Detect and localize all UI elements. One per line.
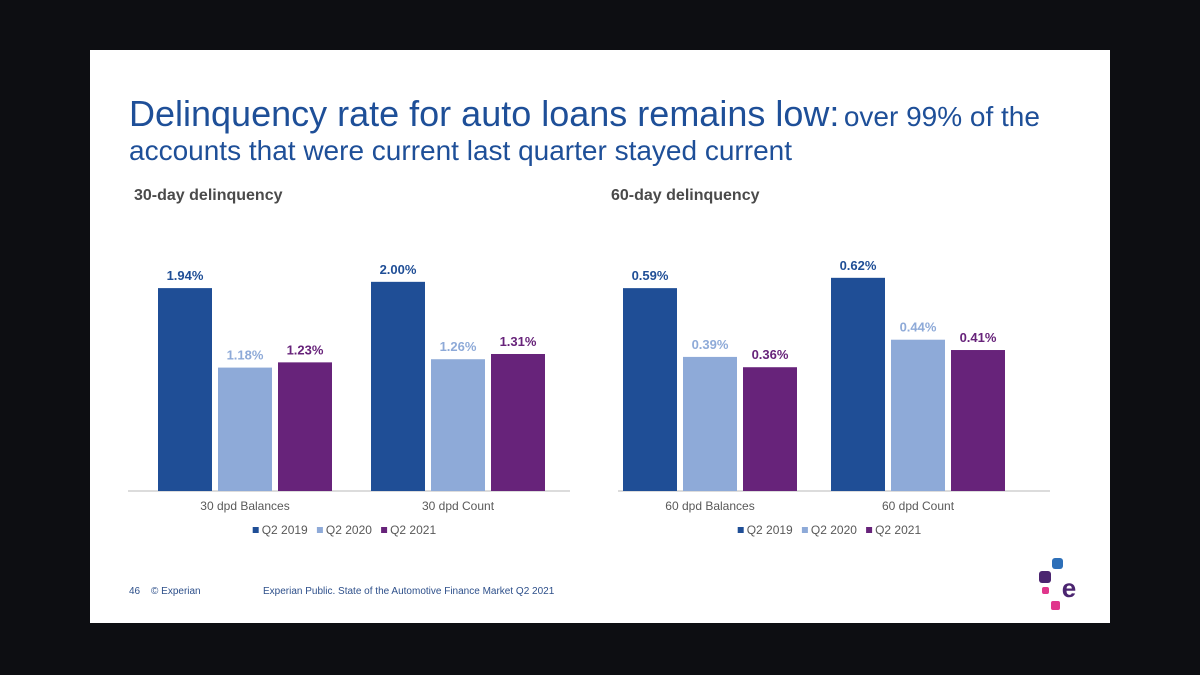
- data-label: 0.36%: [752, 347, 789, 362]
- data-label: 1.23%: [287, 342, 324, 357]
- category-label: 30 dpd Count: [422, 499, 495, 513]
- chart-title-30-day: 30-day delinquency: [134, 187, 283, 204]
- data-label: 1.31%: [500, 334, 537, 349]
- legend-label: Q2 2020: [326, 523, 372, 537]
- bar: [743, 367, 797, 491]
- data-label: 0.39%: [692, 337, 729, 352]
- bar: [218, 367, 272, 491]
- bar: [491, 353, 545, 491]
- footer-page-number: 46: [129, 586, 141, 597]
- legend-label: Q2 2019: [747, 523, 793, 537]
- legend-swatch: [801, 527, 808, 533]
- legend-swatch: [737, 527, 744, 533]
- legend-swatch: [866, 527, 873, 533]
- bar: [431, 359, 485, 491]
- title-sub-part1: over 99% of the: [843, 101, 1040, 132]
- legend-label: Q2 2019: [262, 523, 308, 537]
- logo-square-purple: [1039, 571, 1051, 583]
- bar: [683, 356, 737, 491]
- bar: [831, 277, 885, 491]
- data-label: 1.94%: [167, 268, 204, 283]
- category-label: 60 dpd Balances: [665, 499, 754, 513]
- category-label: 60 dpd Count: [882, 499, 955, 513]
- title-main: Delinquency rate for auto loans remains …: [129, 93, 840, 134]
- data-label: 0.44%: [900, 320, 937, 335]
- charts-canvas: 1.94% 1.18% 1.23% 30 dpd Balances 2.00% 1.26%…: [128, 258, 1050, 537]
- chart-title-60-day: 60-day delinquency: [611, 187, 760, 204]
- logo-square-pink: [1042, 587, 1049, 594]
- legend-swatch: [316, 527, 323, 533]
- legend-swatch: [252, 527, 259, 533]
- logo-square-pink-small: [1051, 601, 1060, 610]
- category-label: 30 dpd Balances: [200, 499, 289, 513]
- experian-logo: e: [1039, 558, 1076, 610]
- data-label: 0.41%: [960, 330, 997, 345]
- slide-title: Delinquency rate for auto loans remains …: [129, 94, 1089, 166]
- slide: Delinquency rate for auto loans remains …: [90, 50, 1110, 623]
- legend-label: Q2 2020: [811, 523, 857, 537]
- data-label: 1.18%: [227, 348, 264, 363]
- logo-e-glyph: e: [1062, 573, 1076, 603]
- bar: [623, 288, 677, 491]
- bar: [371, 281, 425, 491]
- footer-note: Experian Public. State of the Automotive…: [263, 586, 555, 597]
- bar: [158, 288, 212, 491]
- footer-copyright: © Experian: [151, 586, 201, 597]
- bar: [951, 350, 1005, 491]
- bar: [891, 339, 945, 491]
- data-label: 2.00%: [380, 262, 417, 277]
- data-label: 0.59%: [632, 268, 669, 283]
- legend-swatch: [381, 527, 388, 533]
- legend-label: Q2 2021: [390, 523, 436, 537]
- title-sub-part2: accounts that were current last quarter …: [129, 134, 792, 166]
- data-label: 1.26%: [440, 339, 477, 354]
- bar: [278, 362, 332, 491]
- legend-label: Q2 2021: [875, 523, 921, 537]
- data-label: 0.62%: [840, 258, 877, 273]
- logo-square-blue: [1052, 558, 1063, 569]
